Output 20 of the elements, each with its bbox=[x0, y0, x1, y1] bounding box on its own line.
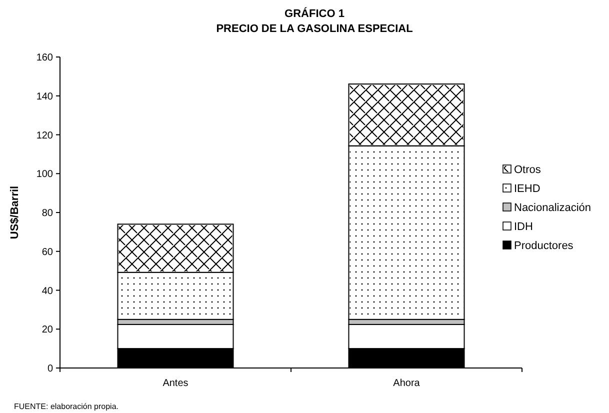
y-tick-label: 20 bbox=[42, 324, 54, 336]
y-tick-label: 60 bbox=[42, 246, 54, 258]
legend-label: Nacionalización bbox=[514, 202, 592, 214]
legend-label: IEHD bbox=[514, 183, 540, 195]
y-tick-label: 0 bbox=[47, 364, 54, 374]
y-tick-label: 80 bbox=[42, 208, 54, 219]
legend-label: Otros bbox=[514, 164, 542, 176]
y-tick-label: 160 bbox=[36, 52, 54, 64]
y-axis-title: US$/Barril bbox=[9, 186, 21, 240]
chart-title: GRÁFICO 1 bbox=[284, 7, 344, 20]
chart-subtitle: PRECIO DE LA GASOLINA ESPECIAL bbox=[216, 23, 414, 35]
y-tick-label: 140 bbox=[36, 91, 54, 102]
legend-label: IDH bbox=[514, 221, 533, 233]
y-tick-label: 40 bbox=[42, 286, 54, 297]
x-tick-label: Antes bbox=[162, 378, 188, 389]
y-tick-label: 100 bbox=[36, 169, 54, 180]
legend-label: Productores bbox=[514, 240, 574, 252]
x-tick-label: Ahora bbox=[393, 378, 420, 389]
source-note: FUENTE: elaboración propia. bbox=[14, 402, 118, 411]
y-tick-label: 120 bbox=[36, 130, 54, 142]
